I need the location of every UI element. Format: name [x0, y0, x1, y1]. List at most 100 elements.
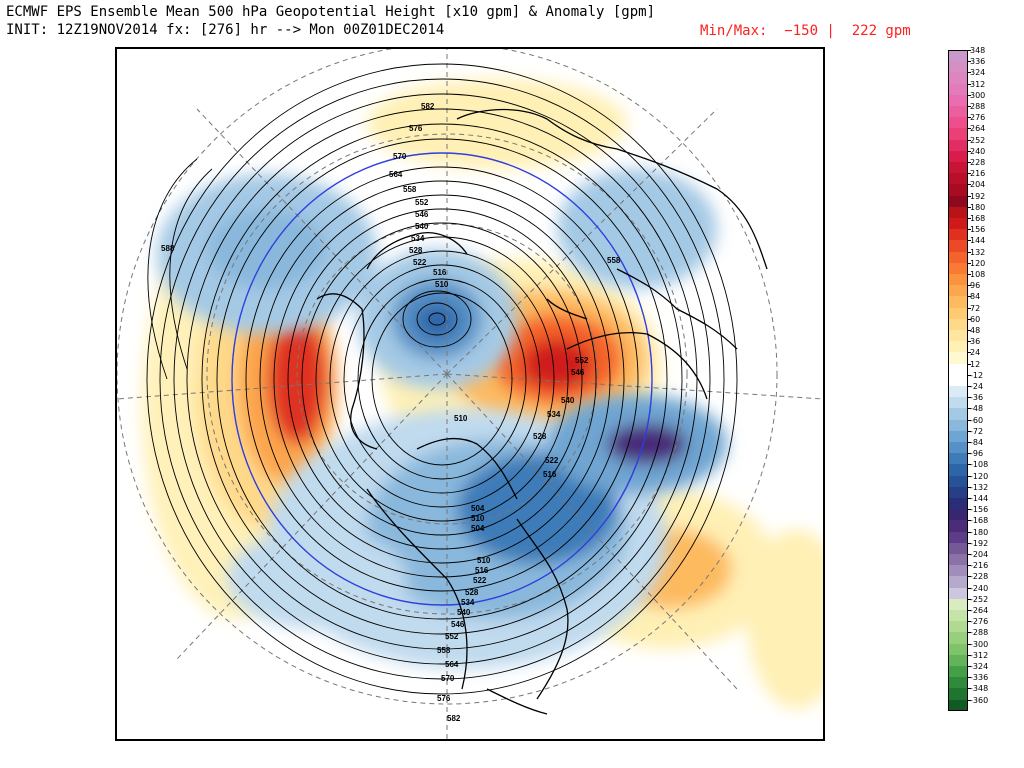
legend-label: -36 [970, 393, 984, 403]
legend-tick [968, 598, 971, 600]
legend-label: 264 [970, 124, 986, 134]
legend-label: 312 [970, 79, 986, 89]
legend-tick [968, 610, 971, 611]
contour-label: 570 [393, 152, 407, 161]
legend-entry: -96 [948, 450, 1018, 465]
contour-label: 540 [561, 396, 575, 405]
legend-entry: -348 [948, 684, 1018, 700]
legend-entry: -168 [948, 517, 1018, 532]
legend-label: -120 [970, 471, 989, 481]
map-panel: 582 576 570 564 558 552 546 540 534 528 … [115, 47, 825, 741]
legend-entry: -120 [948, 471, 1018, 487]
legend-label: -324 [970, 662, 989, 671]
legend-label: 12 [970, 359, 981, 369]
legend-label: -312 [970, 650, 989, 660]
legend-entry: 120 [948, 259, 1018, 274]
legend-label: -180 [970, 527, 989, 537]
legend-tick [968, 374, 971, 376]
legend-swatch [948, 285, 968, 297]
legend-tick [968, 83, 971, 85]
contour-label: 552 [575, 356, 589, 365]
legend-entry: -324 [948, 662, 1018, 678]
legend-entry: 144 [948, 237, 1018, 252]
legend-swatch [948, 94, 968, 106]
legend-label: 48 [970, 326, 981, 335]
legend-label: -288 [970, 628, 989, 638]
legend-swatch [948, 430, 968, 442]
legend-tick [968, 162, 971, 163]
legend-entry: 12 [948, 359, 1018, 375]
legend-swatch [948, 195, 968, 207]
legend-swatch [948, 184, 968, 196]
legend-label: -156 [970, 505, 989, 515]
legend-entry: -360 [948, 696, 1018, 711]
contour-label: 546 [415, 210, 429, 219]
legend-entry: 84 [948, 293, 1018, 308]
legend-swatch [948, 229, 968, 241]
contour-label: 510 [454, 414, 468, 423]
legend-label: -144 [970, 494, 989, 503]
legend-swatch [948, 677, 968, 689]
legend-swatch [948, 621, 968, 633]
legend-entry: 96 [948, 282, 1018, 297]
contour-label: 522 [413, 258, 427, 267]
legend-swatch [948, 162, 968, 174]
legend-entry: 264 [948, 124, 1018, 140]
legend-tick [968, 195, 971, 197]
legend-tick [968, 442, 971, 443]
legend-label: -204 [970, 550, 989, 559]
contour-label: 558 [607, 256, 621, 265]
legend-tick [968, 486, 971, 488]
legend-label: 276 [970, 113, 986, 123]
legend-entry: -312 [948, 650, 1018, 666]
legend-label: 228 [970, 158, 986, 167]
legend-tick [968, 296, 971, 298]
legend-swatch [948, 699, 968, 711]
legend-tick [968, 117, 971, 119]
legend-entry: -108 [948, 461, 1018, 476]
legend-tick [968, 654, 971, 656]
legend-entry: 288 [948, 103, 1018, 118]
legend-tick [968, 363, 971, 365]
legend-swatch [948, 139, 968, 151]
legend-label: -264 [970, 606, 989, 615]
legend-entry: 156 [948, 226, 1018, 241]
legend-label: 36 [970, 337, 981, 347]
legend-tick [968, 430, 971, 432]
contour-label: 510 [435, 280, 449, 289]
legend-entry: -336 [948, 674, 1018, 689]
legend-label: 132 [970, 247, 986, 257]
contour-label: 534 [547, 410, 561, 419]
legend-tick [968, 184, 971, 186]
legend-entry: 24 [948, 349, 1018, 364]
legend-swatch [948, 498, 968, 510]
legend-swatch [948, 520, 968, 532]
legend-label: -12 [970, 370, 984, 380]
legend-swatch [948, 240, 968, 252]
legend-tick [968, 554, 971, 555]
legend-entry: 276 [948, 113, 1018, 129]
legend-swatch [948, 218, 968, 230]
legend-label: -348 [970, 684, 989, 694]
legend-entry: 336 [948, 58, 1018, 73]
legend-swatch [948, 251, 968, 263]
legend-swatch [948, 486, 968, 498]
legend-tick [968, 419, 971, 421]
legend-tick [968, 520, 971, 522]
legend-tick [968, 498, 971, 499]
contour-label: 576 [437, 694, 451, 703]
legend-label: -300 [970, 639, 989, 649]
legend-tick [968, 240, 971, 242]
dashed-graticule [117, 49, 823, 739]
legend-swatch [948, 318, 968, 330]
legend-entry: -252 [948, 595, 1018, 610]
legend-swatch [948, 464, 968, 476]
legend-tick [968, 576, 971, 578]
init-forecast-line: INIT: 12Z19NOV2014 fx: [276] hr --> Mon … [6, 22, 445, 38]
legend-swatch [948, 453, 968, 465]
legend-label: 168 [970, 214, 986, 223]
legend-entry: 312 [948, 79, 1018, 95]
legend-tick [968, 542, 971, 544]
legend-label: -276 [970, 617, 989, 627]
contour-label: 564 [445, 660, 459, 669]
